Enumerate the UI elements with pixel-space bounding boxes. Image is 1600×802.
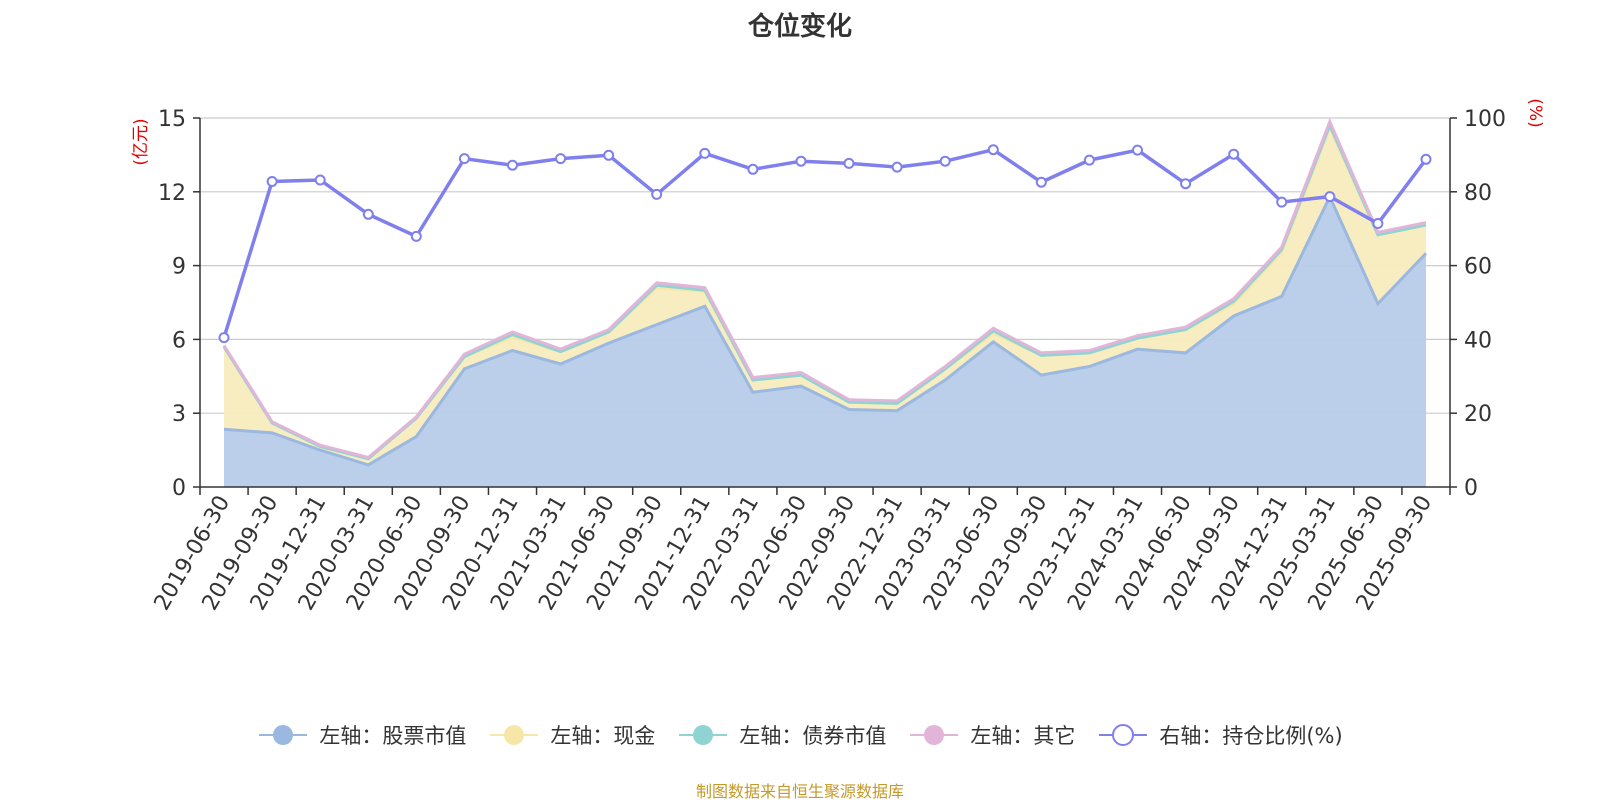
chart-title: 仓位变化 (747, 12, 852, 42)
ratio-point (747, 163, 759, 175)
ratio-point (314, 174, 326, 186)
legend-item[interactable]: 右轴：持仓比例(%) (1097, 720, 1343, 750)
left-tick-label: 15 (158, 107, 186, 132)
ratio-point (218, 332, 230, 344)
ratio-point (1083, 154, 1095, 166)
ratio-point (410, 230, 422, 242)
ratio-point (1132, 144, 1143, 156)
area-series-0 (224, 196, 1426, 487)
legend-marker-icon (910, 725, 959, 745)
legend-marker-icon (679, 725, 728, 745)
legend-label: 左轴：股票市值 (319, 724, 467, 748)
right-tick-label: 60 (1464, 255, 1492, 280)
legend-label: 左轴：现金 (550, 724, 656, 748)
ratio-point (987, 144, 999, 156)
legend: 左轴：股票市值 左轴：现金 左轴：债券市值 左轴：其它 右轴：持仓比例(%) (0, 720, 1600, 750)
ratio-point (458, 153, 470, 165)
legend-marker-icon (490, 725, 539, 745)
ratio-point (891, 161, 903, 173)
area-series-line-0 (223, 193, 1428, 467)
ratio-point (1180, 178, 1192, 190)
ratio-point (1035, 176, 1047, 188)
ratio-point (507, 159, 518, 171)
left-tick-label: 9 (172, 255, 186, 280)
legend-marker-icon (1099, 724, 1148, 746)
ratio-point (362, 208, 374, 220)
legend-label: 右轴：持仓比例(%) (1159, 724, 1343, 748)
right-tick-label: 40 (1464, 328, 1492, 353)
ratio-point (1324, 191, 1336, 203)
ratio-point (266, 176, 278, 187)
legend-marker-icon (259, 725, 308, 745)
right-axis-title: (%) (1525, 98, 1545, 127)
left-tick-label: 0 (172, 476, 186, 501)
right-tick-label: 0 (1464, 476, 1478, 501)
legend-item[interactable]: 左轴：其它 (908, 720, 1075, 750)
ratio-point (699, 147, 711, 159)
ratio-point (795, 155, 807, 167)
ratio-point (555, 153, 567, 165)
right-tick-label: 80 (1464, 181, 1492, 206)
left-axis-title: (亿元) (131, 118, 151, 165)
right-tick-label: 20 (1464, 402, 1492, 427)
ratio-point (1420, 153, 1432, 165)
ratio-point (603, 149, 615, 161)
ratio-point (939, 155, 951, 167)
area-series-line-3 (222, 117, 1427, 460)
legend-item[interactable]: 左轴：股票市值 (257, 720, 466, 750)
ratio-line (222, 147, 1428, 339)
left-tick-label: 12 (158, 181, 186, 206)
legend-item[interactable]: 左轴：现金 (488, 720, 655, 750)
data-source-note: 制图数据来自恒生聚源数据库 (695, 782, 904, 801)
right-tick-label: 100 (1464, 107, 1506, 132)
ratio-point (1276, 196, 1288, 208)
ratio-point (651, 188, 663, 200)
legend-label: 左轴：债券市值 (739, 724, 887, 748)
ratio-point (843, 157, 855, 169)
ratio-point (1228, 148, 1240, 160)
legend-label: 左轴：其它 (970, 724, 1076, 748)
left-tick-label: 6 (172, 328, 186, 353)
legend-item[interactable]: 左轴：债券市值 (677, 720, 886, 750)
ratio-point (1372, 218, 1384, 229)
left-tick-label: 3 (172, 402, 186, 427)
